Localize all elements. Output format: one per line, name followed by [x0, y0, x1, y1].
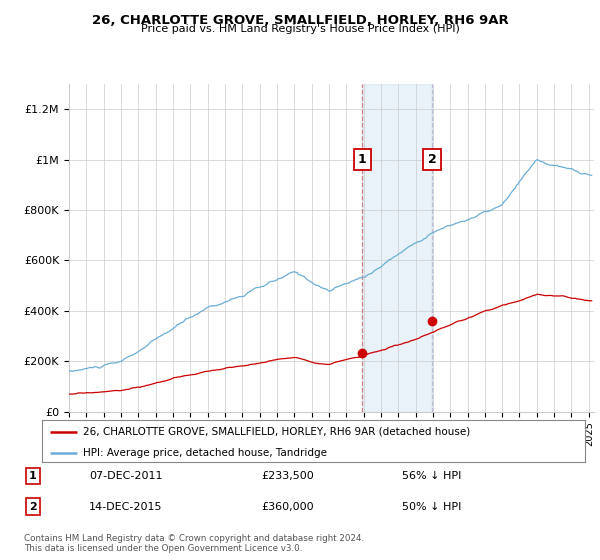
Text: 1: 1	[358, 153, 367, 166]
Text: Price paid vs. HM Land Registry's House Price Index (HPI): Price paid vs. HM Land Registry's House …	[140, 24, 460, 34]
Text: 1: 1	[29, 471, 37, 481]
Text: £233,500: £233,500	[262, 471, 314, 481]
Text: 2: 2	[29, 502, 37, 512]
Text: 26, CHARLOTTE GROVE, SMALLFIELD, HORLEY, RH6 9AR: 26, CHARLOTTE GROVE, SMALLFIELD, HORLEY,…	[92, 14, 508, 27]
Text: 07-DEC-2011: 07-DEC-2011	[89, 471, 163, 481]
Text: 2: 2	[428, 153, 436, 166]
Bar	[362, 84, 432, 412]
Text: HPI: Average price, detached house, Tandridge: HPI: Average price, detached house, Tand…	[83, 448, 327, 458]
Text: 50% ↓ HPI: 50% ↓ HPI	[403, 502, 461, 512]
Text: 26, CHARLOTTE GROVE, SMALLFIELD, HORLEY, RH6 9AR (detached house): 26, CHARLOTTE GROVE, SMALLFIELD, HORLEY,…	[83, 427, 470, 437]
Text: 14-DEC-2015: 14-DEC-2015	[89, 502, 163, 512]
Text: 56% ↓ HPI: 56% ↓ HPI	[403, 471, 461, 481]
Text: Contains HM Land Registry data © Crown copyright and database right 2024.
This d: Contains HM Land Registry data © Crown c…	[24, 534, 364, 553]
Text: £360,000: £360,000	[262, 502, 314, 512]
